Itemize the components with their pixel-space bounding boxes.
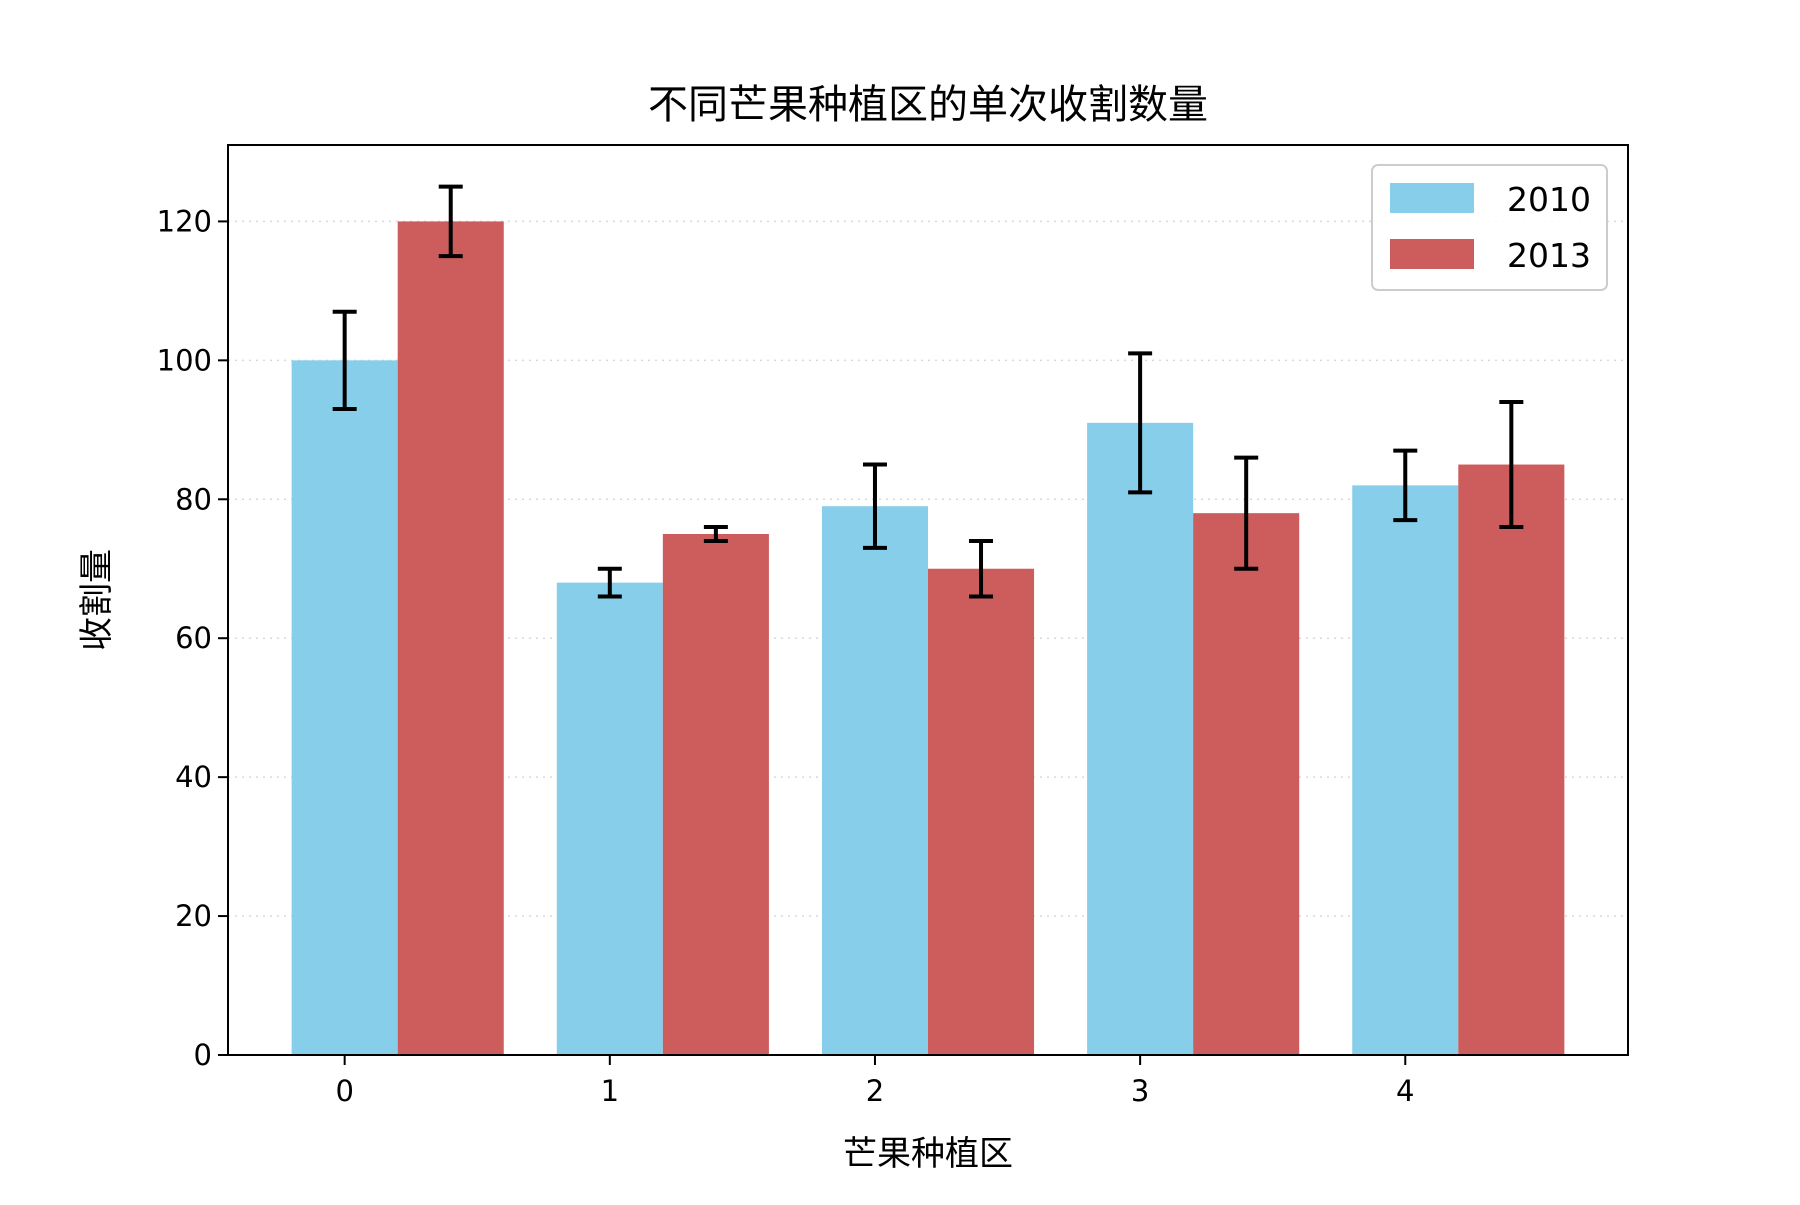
- y-tick-label: 80: [175, 482, 212, 516]
- bar-2013-2: [928, 568, 1035, 1055]
- x-tick-label: 0: [335, 1074, 353, 1108]
- chart-title: 不同芒果种植区的单次收割数量: [648, 82, 1208, 128]
- x-tick-label: 2: [866, 1074, 884, 1108]
- error-bar-2010-4: [1393, 448, 1418, 523]
- x-tick-label: 1: [601, 1074, 619, 1108]
- y-tick-label: 60: [175, 621, 212, 655]
- x-tick-label: 4: [1396, 1074, 1414, 1108]
- bar-2013-4: [1458, 464, 1565, 1055]
- error-bar-2013-2: [969, 538, 994, 599]
- error-bars: [332, 184, 1524, 599]
- legend-label-2013: 2013: [1507, 236, 1591, 275]
- error-bar-2013-1: [703, 525, 728, 543]
- error-bar-2010-3: [1128, 351, 1153, 495]
- legend: 2010 2013: [1371, 164, 1608, 291]
- bar-2010-0: [291, 360, 398, 1055]
- bar-2010-2: [821, 506, 928, 1055]
- bar-2010-3: [1087, 422, 1194, 1055]
- bars: [291, 221, 1565, 1055]
- y-tick-label: 20: [175, 899, 212, 933]
- y-tick-label: 100: [157, 343, 212, 377]
- x-axis-title: 芒果种植区: [843, 1134, 1013, 1174]
- y-tick-label: 40: [175, 760, 212, 794]
- error-bar-2013-3: [1234, 455, 1259, 571]
- axis-ticks: 0 20 40 60 80 100 120 0 1 2 3 4: [157, 204, 1415, 1108]
- plot-frame: [227, 144, 1629, 1056]
- bar-2013-0: [397, 221, 504, 1055]
- error-bar-2013-4: [1499, 400, 1524, 530]
- error-bar-2013-0: [438, 184, 463, 259]
- error-bar-2010-2: [862, 462, 887, 550]
- x-tick-label: 3: [1131, 1074, 1149, 1108]
- bar-2010-1: [556, 582, 663, 1055]
- bar-2010-4: [1352, 485, 1459, 1055]
- y-tick-label: 0: [194, 1038, 212, 1072]
- bar-2013-3: [1193, 513, 1300, 1055]
- error-bar-2010-0: [332, 309, 357, 411]
- legend-swatch-2010: [1390, 183, 1474, 213]
- legend-label-2010: 2010: [1507, 180, 1591, 219]
- y-tick-label: 120: [157, 204, 212, 238]
- error-bar-2010-1: [597, 566, 622, 599]
- y-axis-title: 收割量: [77, 549, 117, 651]
- bar-2013-1: [662, 534, 769, 1055]
- legend-swatch-2013: [1390, 239, 1474, 269]
